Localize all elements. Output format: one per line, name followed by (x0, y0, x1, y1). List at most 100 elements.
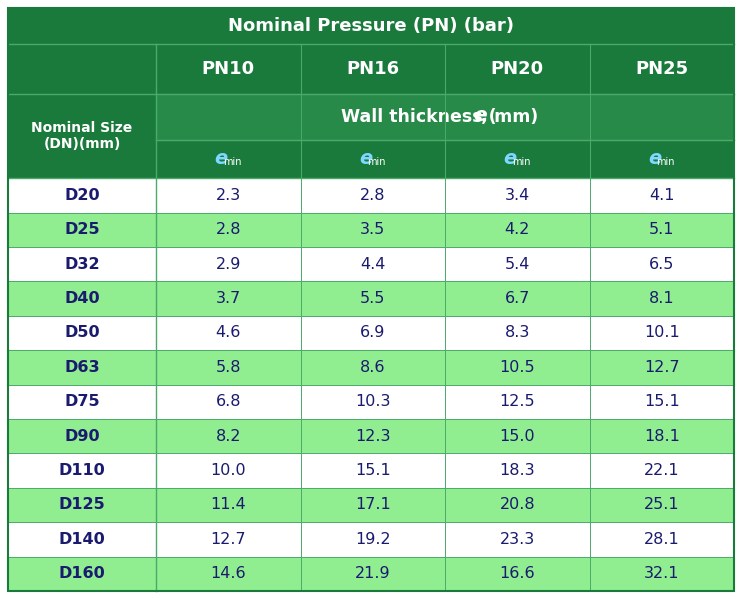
Text: 3.5: 3.5 (360, 222, 385, 237)
Text: PN25: PN25 (635, 60, 689, 78)
Text: 2.3: 2.3 (216, 188, 241, 203)
Text: ; mm): ; mm) (476, 108, 539, 126)
Text: 2.8: 2.8 (360, 188, 386, 203)
Text: 10.0: 10.0 (211, 463, 246, 478)
Text: D20: D20 (65, 188, 100, 203)
Text: 20.8: 20.8 (499, 498, 535, 513)
Text: min: min (367, 157, 386, 167)
Text: min: min (223, 157, 241, 167)
Bar (8, 350, 734, 385)
Bar (301, 140, 445, 178)
Bar (8, 316, 734, 350)
Bar (589, 44, 734, 94)
Bar (8, 419, 734, 453)
Bar (156, 94, 734, 140)
Text: 5.8: 5.8 (215, 360, 241, 375)
Text: 22.1: 22.1 (644, 463, 680, 478)
Text: 3.4: 3.4 (505, 188, 530, 203)
Text: 32.1: 32.1 (644, 566, 680, 581)
Text: D25: D25 (65, 222, 100, 237)
Text: 10.5: 10.5 (499, 360, 535, 375)
Text: 8.2: 8.2 (215, 429, 241, 444)
Text: 6.5: 6.5 (649, 256, 674, 271)
Bar (156, 140, 301, 178)
Text: 15.0: 15.0 (499, 429, 535, 444)
Text: 5.4: 5.4 (505, 256, 530, 271)
Text: 6.9: 6.9 (360, 325, 385, 340)
Bar (8, 94, 156, 178)
Text: D40: D40 (65, 291, 100, 306)
Text: 25.1: 25.1 (644, 498, 680, 513)
Text: 19.2: 19.2 (355, 532, 390, 547)
Bar (156, 94, 734, 140)
Text: 6.7: 6.7 (505, 291, 530, 306)
Text: 16.6: 16.6 (499, 566, 535, 581)
Text: D110: D110 (59, 463, 105, 478)
Text: 2.8: 2.8 (215, 222, 241, 237)
Text: e: e (359, 149, 372, 168)
Text: Wall thickness (: Wall thickness ( (341, 108, 496, 126)
Bar (8, 385, 734, 419)
Text: D32: D32 (65, 256, 100, 271)
Bar (8, 453, 734, 488)
Text: PN10: PN10 (202, 60, 255, 78)
Text: 18.3: 18.3 (499, 463, 535, 478)
Text: D90: D90 (65, 429, 100, 444)
Text: 10.1: 10.1 (644, 325, 680, 340)
Bar (301, 44, 445, 94)
Text: 12.7: 12.7 (644, 360, 680, 375)
Text: D160: D160 (59, 566, 105, 581)
Text: PN16: PN16 (347, 60, 399, 78)
Text: 12.7: 12.7 (211, 532, 246, 547)
Bar (8, 8, 734, 44)
Text: 4.6: 4.6 (216, 325, 241, 340)
Text: e: e (648, 149, 661, 168)
Text: PN20: PN20 (490, 60, 544, 78)
Text: 8.1: 8.1 (649, 291, 674, 306)
Bar (8, 556, 734, 591)
Text: 3.7: 3.7 (216, 291, 241, 306)
Text: 15.1: 15.1 (355, 463, 390, 478)
Text: 12.3: 12.3 (355, 429, 390, 444)
Text: D75: D75 (65, 394, 100, 409)
Text: 21.9: 21.9 (355, 566, 390, 581)
Bar (8, 522, 734, 556)
Text: 14.6: 14.6 (211, 566, 246, 581)
Text: 6.8: 6.8 (215, 394, 241, 409)
Text: D50: D50 (65, 325, 100, 340)
Text: e: e (504, 149, 517, 168)
Text: 8.6: 8.6 (360, 360, 386, 375)
Text: 8.3: 8.3 (505, 325, 530, 340)
Text: 18.1: 18.1 (644, 429, 680, 444)
Text: 11.4: 11.4 (211, 498, 246, 513)
Text: Nominal Size
(DN)(mm): Nominal Size (DN)(mm) (31, 121, 133, 151)
Text: 10.3: 10.3 (355, 394, 390, 409)
Text: 4.4: 4.4 (360, 256, 385, 271)
Text: 4.2: 4.2 (505, 222, 530, 237)
Text: D63: D63 (65, 360, 100, 375)
Text: min: min (512, 157, 531, 167)
Bar (589, 140, 734, 178)
Text: D140: D140 (59, 532, 105, 547)
Text: Nominal Pressure (PN) (bar): Nominal Pressure (PN) (bar) (228, 17, 514, 35)
Text: 28.1: 28.1 (644, 532, 680, 547)
Text: 23.3: 23.3 (499, 532, 535, 547)
Bar (8, 178, 734, 213)
Text: 15.1: 15.1 (644, 394, 680, 409)
Text: 5.5: 5.5 (360, 291, 385, 306)
Bar (445, 44, 589, 94)
Bar (8, 247, 734, 282)
Bar (8, 44, 156, 94)
Text: 5.1: 5.1 (649, 222, 674, 237)
Bar (8, 488, 734, 522)
Text: e: e (214, 149, 228, 168)
Text: e: e (473, 107, 487, 125)
Text: 2.9: 2.9 (216, 256, 241, 271)
Bar (8, 213, 734, 247)
Bar (445, 140, 589, 178)
Text: D125: D125 (59, 498, 105, 513)
Text: 4.1: 4.1 (649, 188, 674, 203)
Text: 17.1: 17.1 (355, 498, 390, 513)
Text: 12.5: 12.5 (499, 394, 535, 409)
Bar (156, 44, 301, 94)
